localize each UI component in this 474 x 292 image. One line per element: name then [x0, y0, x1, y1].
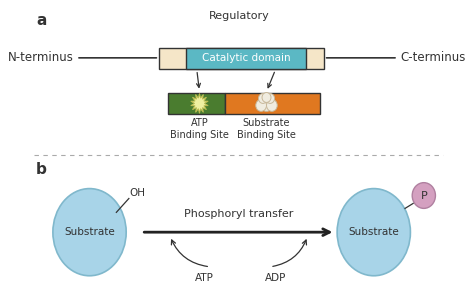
Circle shape — [262, 93, 271, 102]
Text: b: b — [36, 162, 47, 177]
Ellipse shape — [337, 189, 410, 276]
Text: Substrate: Substrate — [348, 227, 399, 237]
Text: OH: OH — [130, 187, 146, 197]
Text: ADP: ADP — [265, 273, 286, 283]
Circle shape — [258, 93, 267, 103]
Text: C-terminus: C-terminus — [401, 51, 466, 64]
Text: ATP: ATP — [194, 273, 213, 283]
Text: Catalytic domain: Catalytic domain — [201, 53, 290, 63]
Circle shape — [259, 95, 273, 111]
Text: P: P — [420, 190, 427, 201]
Text: Substrate: Substrate — [64, 227, 115, 237]
Polygon shape — [191, 93, 208, 113]
FancyBboxPatch shape — [159, 48, 324, 69]
Text: a: a — [36, 13, 46, 28]
Text: Phosphoryl transfer: Phosphoryl transfer — [184, 209, 293, 219]
Circle shape — [256, 100, 266, 111]
Text: Substrate
Binding Site: Substrate Binding Site — [237, 118, 296, 140]
FancyBboxPatch shape — [226, 93, 320, 114]
Text: N-terminus: N-terminus — [8, 51, 73, 64]
FancyBboxPatch shape — [186, 48, 306, 69]
Circle shape — [265, 93, 274, 103]
FancyBboxPatch shape — [168, 93, 226, 114]
Circle shape — [266, 100, 277, 111]
Text: ATP
Binding Site: ATP Binding Site — [170, 118, 229, 140]
Circle shape — [412, 183, 436, 208]
Ellipse shape — [53, 189, 126, 276]
Text: Regulatory: Regulatory — [209, 11, 269, 21]
